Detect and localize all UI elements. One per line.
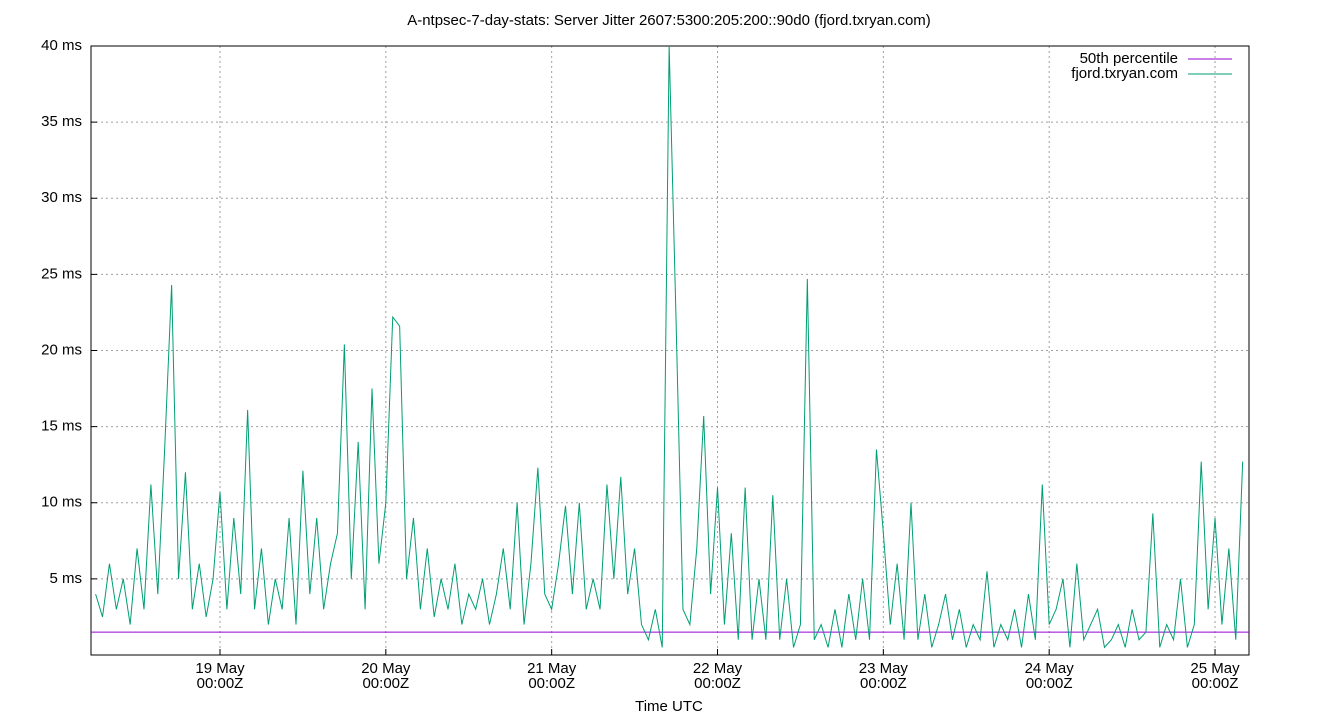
legend-label: fjord.txryan.com — [1071, 65, 1178, 82]
y-tick-label: 15 ms — [41, 418, 82, 435]
x-tick-label: 22 May 00:00Z — [693, 660, 743, 692]
y-tick-label: 30 ms — [41, 189, 82, 206]
x-tick-label: 24 May 00:00Z — [1025, 660, 1075, 692]
x-tick-label: 21 May 00:00Z — [527, 660, 577, 692]
x-tick-label: 23 May 00:00Z — [859, 660, 909, 692]
chart-title: A-ntpsec-7-day-stats: Server Jitter 2607… — [407, 12, 931, 29]
plot-border — [90, 45, 1250, 656]
y-tick-label: 10 ms — [41, 494, 82, 511]
x-tick-label: 20 May 00:00Z — [361, 660, 411, 692]
series-line — [95, 45, 1244, 649]
y-tick-label: 40 ms — [41, 37, 82, 54]
x-axis-label: Time UTC — [635, 698, 703, 715]
x-tick-label: 19 May 00:00Z — [195, 660, 245, 692]
y-tick-label: 35 ms — [41, 113, 82, 130]
y-tick-label: 5 ms — [49, 570, 82, 587]
x-tick-label: 25 May 00:00Z — [1190, 660, 1240, 692]
y-tick-label: 20 ms — [41, 341, 82, 358]
legend-label: 50th percentile — [1080, 50, 1178, 67]
y-tick-label: 25 ms — [41, 265, 82, 282]
